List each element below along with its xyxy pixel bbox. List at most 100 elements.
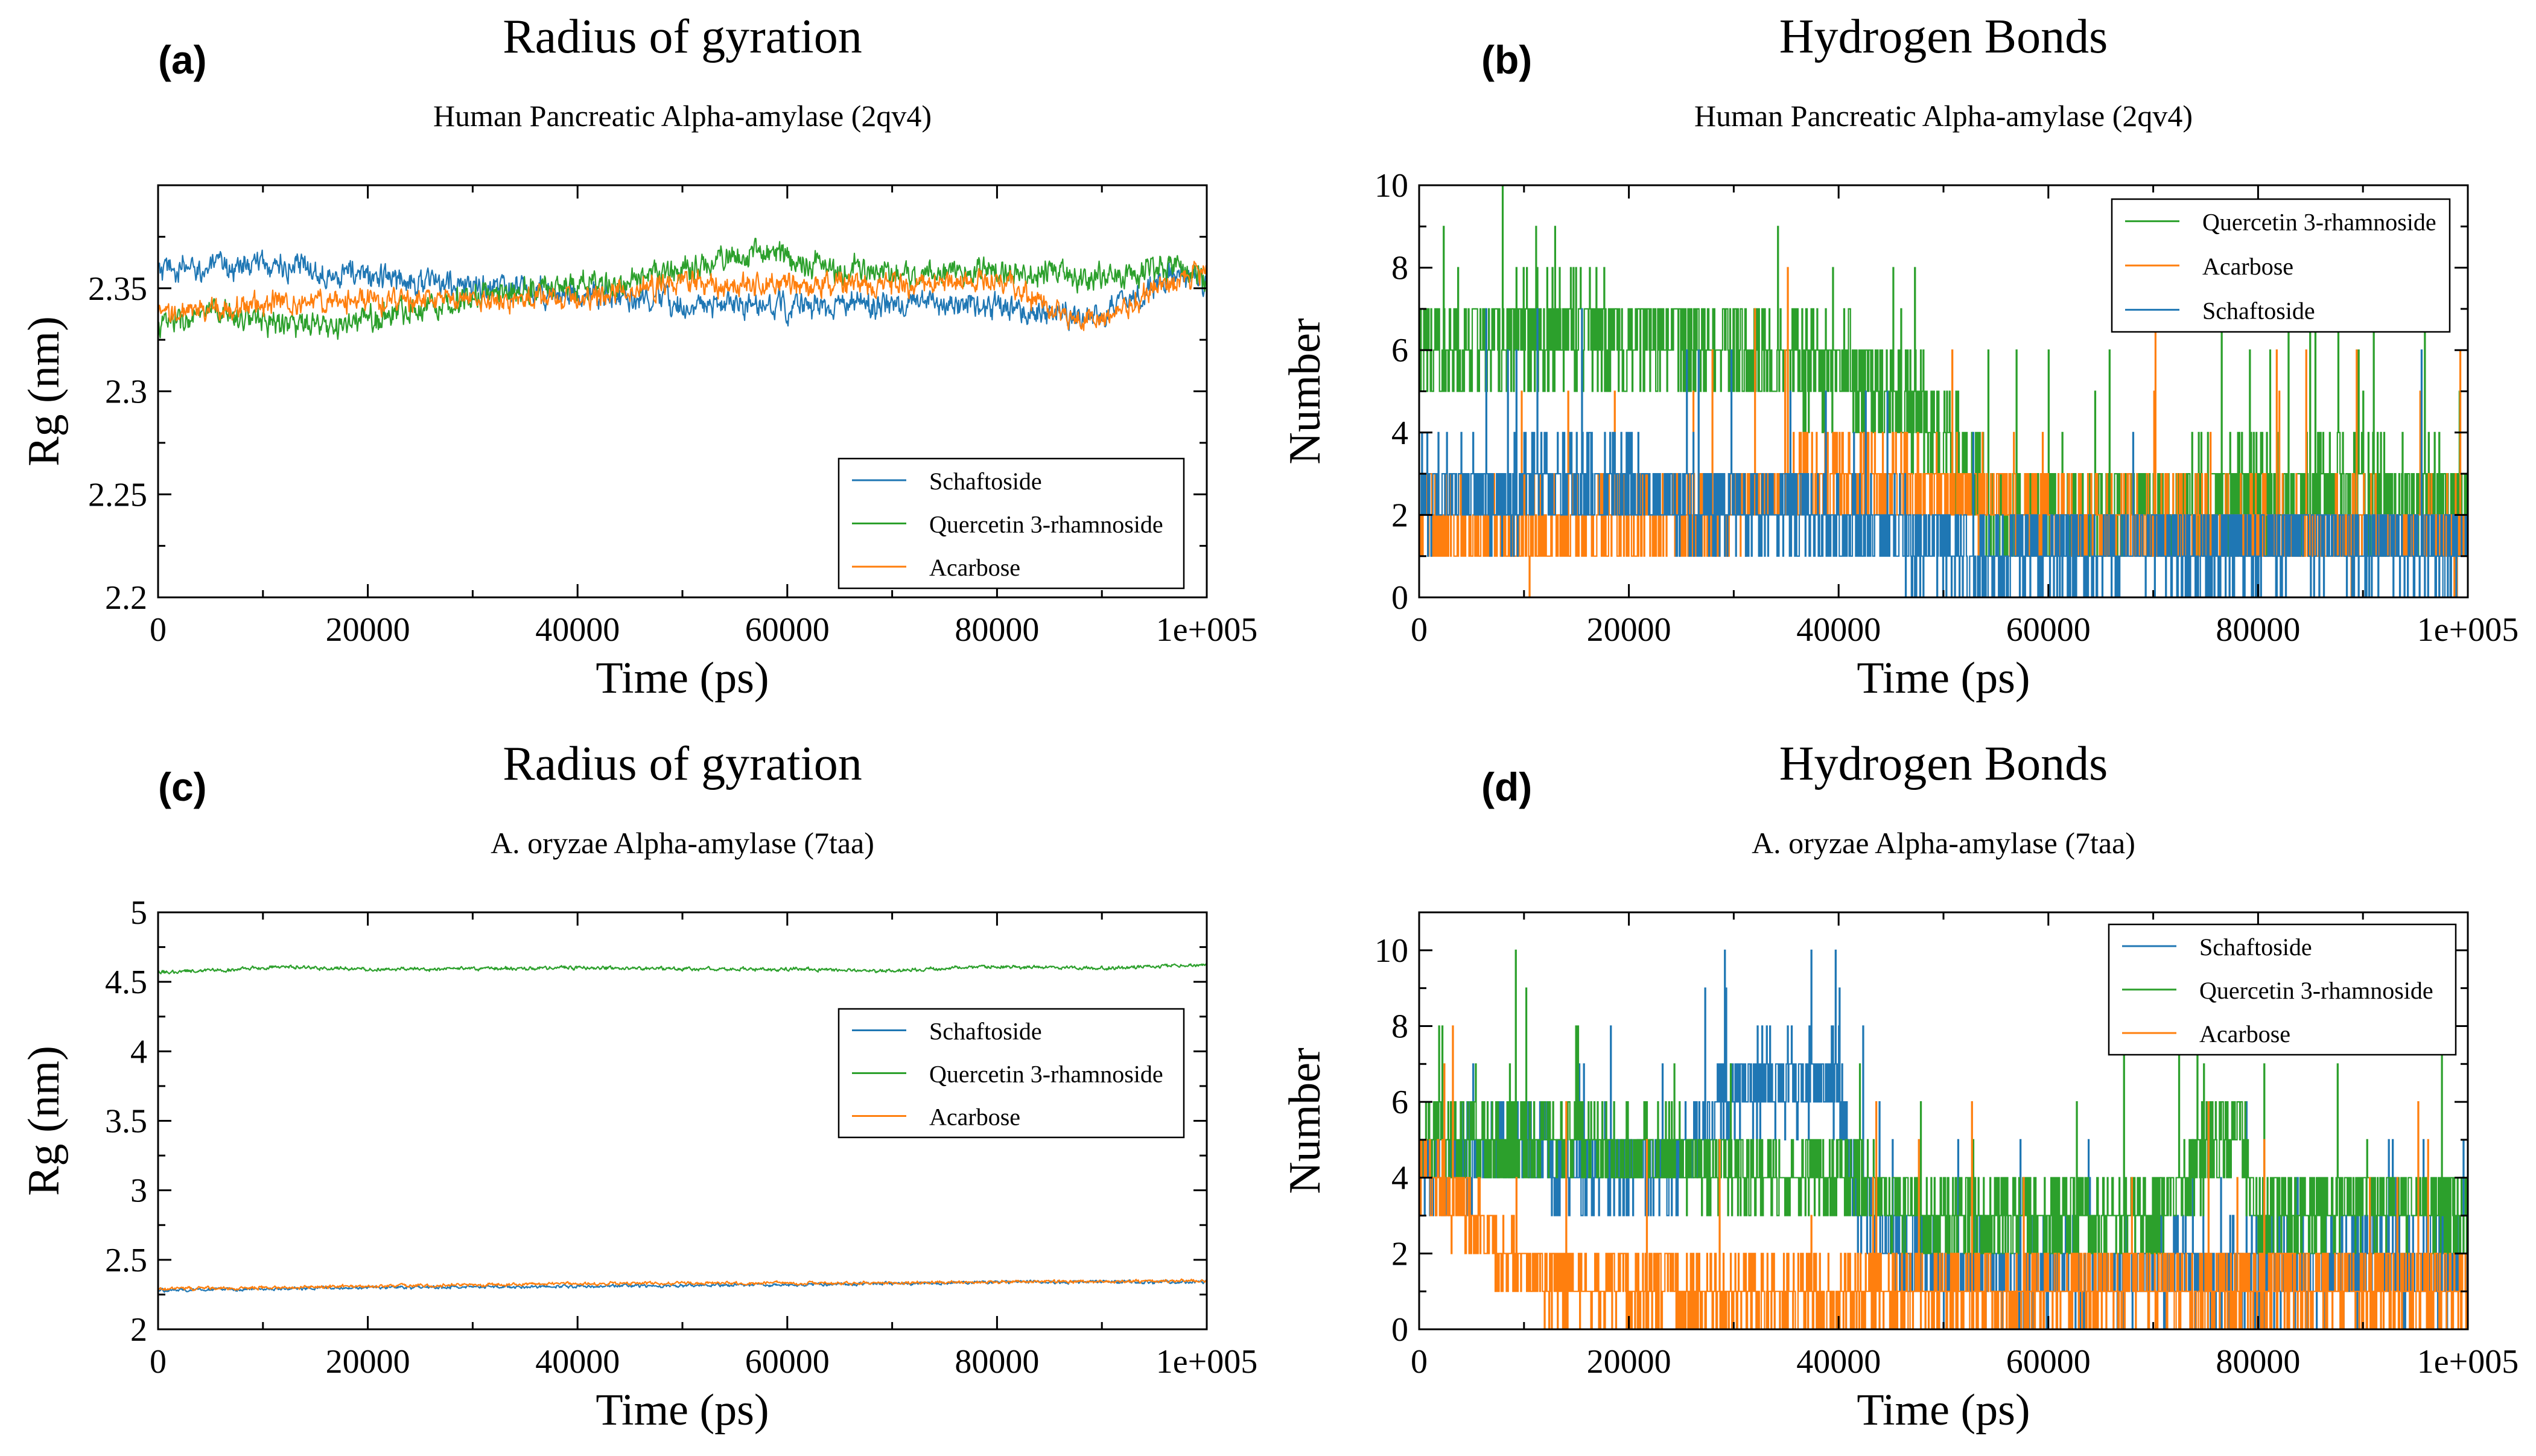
legend-entry: Schaftoside (2202, 297, 2315, 324)
series-line-acarbose (1419, 1025, 2468, 1329)
y-tick-label: 8 (1391, 1008, 1408, 1045)
y-tick-label: 6 (1391, 1084, 1408, 1121)
series-line-quercetin-3-rhamnoside (158, 238, 1207, 340)
x-axis-label: Time (ps) (1857, 1385, 2030, 1435)
x-tick-label: 60000 (2006, 611, 2091, 649)
x-tick-label: 60000 (2006, 1343, 2091, 1381)
x-tick-label: 60000 (745, 611, 830, 649)
y-tick-label: 2.3 (105, 374, 147, 411)
y-tick-label: 10 (1374, 167, 1408, 205)
series-line-schaftoside (1419, 308, 2468, 597)
chart-subtitle: Human Pancreatic Alpha-amylase (2qv4) (433, 99, 932, 133)
series-line-acarbose (158, 261, 1207, 331)
y-axis-label: Number (1280, 1047, 1330, 1194)
y-tick-label: 2 (130, 1311, 147, 1349)
legend-entry: Quercetin 3-rhamnoside (2199, 977, 2433, 1004)
x-tick-label: 40000 (535, 611, 620, 649)
x-axis-label: Time (ps) (1857, 653, 2030, 703)
legend: Schaftoside Quercetin 3-rhamnoside Acarbos… (837, 1008, 1185, 1139)
x-axis-label: Time (ps) (596, 653, 769, 703)
x-tick-label: 40000 (535, 1343, 620, 1381)
y-tick-label: 4.5 (105, 964, 147, 1001)
y-tick-label: 2 (1391, 1235, 1408, 1273)
x-tick-label: 60000 (745, 1343, 830, 1381)
legend-entry: Schaftoside (929, 468, 1042, 495)
legend-entry: Acarbose (2202, 253, 2293, 280)
panel-label: (d) (1481, 765, 1532, 809)
y-tick-label: 0 (1391, 579, 1408, 617)
series-line-schaftoside (158, 249, 1207, 331)
legend-entry: Acarbose (929, 554, 1020, 581)
panel-label: (a) (158, 37, 207, 82)
legend: Schaftoside Quercetin 3-rhamnoside Acarbos… (837, 457, 1185, 590)
chart-subtitle: A. oryzae Alpha-amylase (7taa) (1752, 826, 2135, 860)
y-tick-label: 2.5 (105, 1242, 147, 1279)
x-tick-label: 80000 (2216, 1343, 2300, 1381)
y-axis-label: Number (1280, 318, 1330, 465)
y-tick-label: 10 (1374, 932, 1408, 970)
y-tick-label: 8 (1391, 250, 1408, 287)
legend-entry: Acarbose (2199, 1020, 2290, 1047)
y-tick-label: 2.35 (88, 270, 147, 308)
x-tick-label: 20000 (1587, 611, 1671, 649)
x-tick-label: 0 (1411, 1343, 1428, 1381)
chart-title: Radius of gyration (503, 10, 862, 63)
y-tick-label: 3.5 (105, 1103, 147, 1140)
y-tick-label: 2 (1391, 497, 1408, 534)
legend-entry: Schaftoside (929, 1018, 1042, 1045)
panel-label: (b) (1481, 37, 1532, 82)
chart-panel-b: (b) Hydrogen Bonds Human Pancreatic Alpha-… (1280, 10, 2519, 703)
x-tick-label: 0 (150, 611, 167, 649)
x-tick-label: 1e+005 (2417, 1343, 2519, 1381)
legend-entry: Quercetin 3-rhamnoside (2202, 209, 2436, 236)
series-line-quercetin-3-rhamnoside (158, 963, 1207, 974)
legend-entry: Acarbose (929, 1104, 1020, 1131)
x-tick-label: 20000 (1587, 1343, 1671, 1381)
y-tick-label: 4 (1391, 1160, 1408, 1197)
legend-entry: Quercetin 3-rhamnoside (929, 511, 1163, 538)
chart-title: Hydrogen Bonds (1779, 737, 2108, 790)
legend-entry: Quercetin 3-rhamnoside (929, 1061, 1163, 1088)
panel-label: (c) (158, 765, 207, 809)
x-tick-label: 40000 (1796, 611, 1881, 649)
y-tick-label: 4 (1391, 415, 1408, 452)
x-tick-label: 0 (1411, 611, 1428, 649)
y-axis-label: Rg (nm) (19, 1046, 69, 1196)
y-tick-label: 3 (130, 1172, 147, 1210)
x-tick-label: 0 (150, 1343, 167, 1381)
series-group (158, 963, 1207, 1293)
series-group (1419, 185, 2468, 597)
x-tick-label: 80000 (955, 611, 1039, 649)
y-tick-label: 0 (1391, 1311, 1408, 1349)
x-tick-label: 20000 (326, 611, 410, 649)
legend: Schaftoside Quercetin 3-rhamnoside Acarbos… (2108, 923, 2457, 1056)
chart-panel-d: (d) Hydrogen Bonds A. oryzae Alpha-amylase… (1280, 737, 2519, 1435)
chart-panel-c: (c) Radius of gyration A. oryzae Alpha-amy… (19, 737, 1257, 1435)
legend: Quercetin 3-rhamnoside Acarbose Schaftosid… (2111, 198, 2451, 333)
series-line-acarbose (158, 1278, 1207, 1292)
chart-title: Hydrogen Bonds (1779, 10, 2108, 63)
y-tick-label: 2.2 (105, 579, 147, 617)
chart-panel-a: (a) Radius of gyration Human Pancreatic Al… (19, 10, 1257, 703)
chart-title: Radius of gyration (503, 737, 862, 790)
y-tick-label: 5 (130, 894, 147, 932)
x-tick-label: 1e+005 (1156, 1343, 1257, 1381)
y-tick-label: 6 (1391, 332, 1408, 369)
legend-entry: Schaftoside (2199, 933, 2312, 961)
series-group (1419, 949, 2468, 1329)
x-tick-label: 80000 (2216, 611, 2300, 649)
chart-subtitle: Human Pancreatic Alpha-amylase (2qv4) (1694, 99, 2193, 133)
y-axis-label: Rg (nm) (19, 316, 69, 466)
chart-subtitle: A. oryzae Alpha-amylase (7taa) (491, 826, 874, 860)
y-tick-label: 2.25 (88, 476, 147, 513)
x-tick-label: 80000 (955, 1343, 1039, 1381)
x-tick-label: 40000 (1796, 1343, 1881, 1381)
x-tick-label: 20000 (326, 1343, 410, 1381)
series-group (158, 238, 1207, 340)
x-tick-label: 1e+005 (1156, 611, 1257, 649)
x-tick-label: 1e+005 (2417, 611, 2519, 649)
x-axis-label: Time (ps) (596, 1385, 769, 1435)
y-tick-label: 4 (130, 1033, 147, 1070)
series-line-quercetin-3-rhamnoside (1419, 949, 2468, 1254)
